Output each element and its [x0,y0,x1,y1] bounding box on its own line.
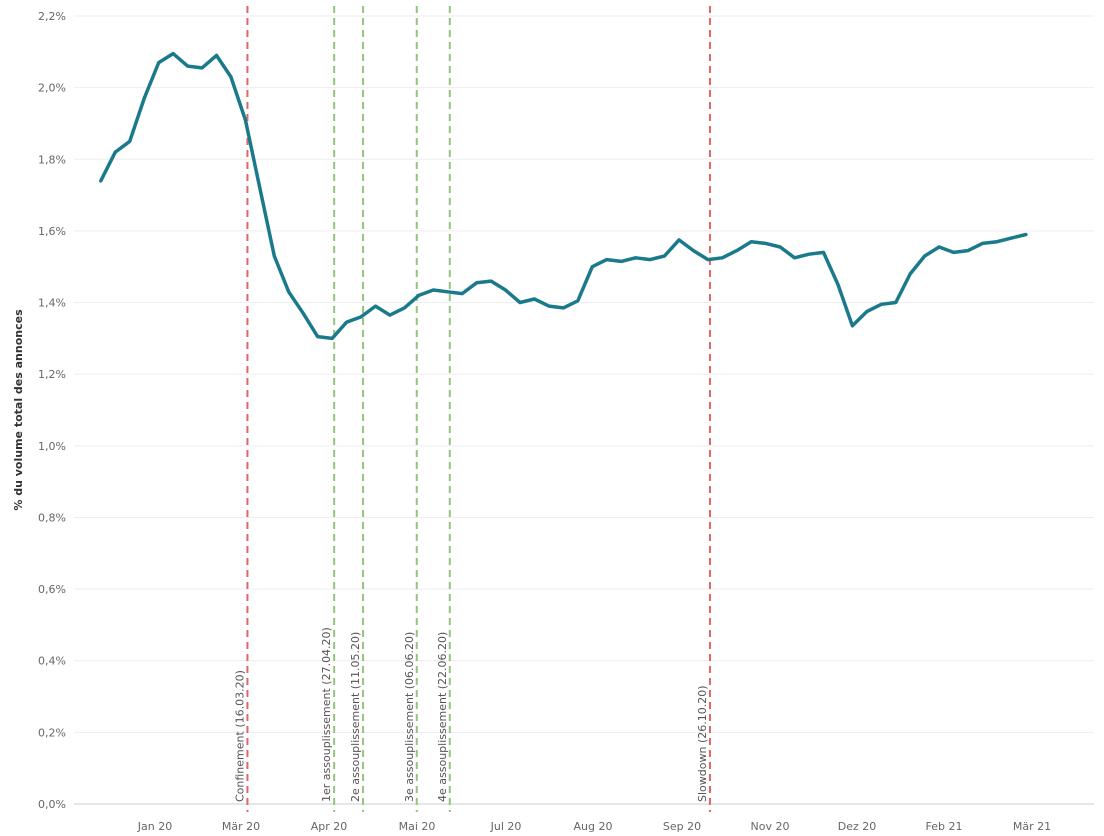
x-tick-label: Sep 20 [663,820,701,833]
y-tick-label: 0,8% [38,511,66,524]
x-tick-label: Mär 21 [1013,820,1051,833]
x-tick-label: Aug 20 [574,820,613,833]
y-tick-label: 1,2% [38,368,66,381]
y-tick-label: 0,6% [38,583,66,596]
x-axis: Jan 20 Mär 20 Apr 20 Mai 20 Jul 20 Aug 20 Sep … [137,820,1051,833]
annotation-label: Slowdown (26.10.20) [696,685,709,802]
y-tick-label: 2,2% [38,10,66,23]
y-axis-label: % du volume total des annonces [12,309,25,511]
annotations: Confinement (16.03.20) 1er assouplissemen… [233,6,711,812]
annotation-label: Confinement (16.03.20) [233,670,246,802]
series-line [99,51,1028,341]
y-tick-label: 0,0% [38,798,66,811]
y-tick-label: 1,8% [38,153,66,166]
x-tick-label: Dez 20 [838,820,877,833]
x-tick-label: Jul 20 [490,820,522,833]
x-tick-label: Mär 20 [222,820,260,833]
annotation-label: 2e assouplissement (11.05.20) [349,632,362,802]
annotation-label: 4e assouplissement (22.06.20) [436,632,449,802]
annotation-label: 1er assouplissement (27.04.20) [320,627,333,802]
y-tick-label: 0,2% [38,726,66,739]
x-tick-label: Jan 20 [137,820,172,833]
y-axis: 0,0% 0,2% 0,4% 0,6% 0,8% 1,0% 1,2% 1,4% 1,6% 1,8%… [38,10,66,811]
y-tick-label: 0,4% [38,655,66,668]
x-tick-label: Nov 20 [751,820,790,833]
gridlines [74,15,1094,805]
x-tick-label: Feb 21 [926,820,963,833]
y-tick-label: 1,4% [38,297,66,310]
x-tick-label: Apr 20 [311,820,348,833]
y-tick-label: 1,6% [38,225,66,238]
x-tick-label: Mai 20 [399,820,436,833]
annotation-label: 3e assouplissement (06.06.20) [403,632,416,802]
series [99,51,1028,341]
y-tick-label: 1,0% [38,440,66,453]
y-tick-label: 2,0% [38,82,66,95]
